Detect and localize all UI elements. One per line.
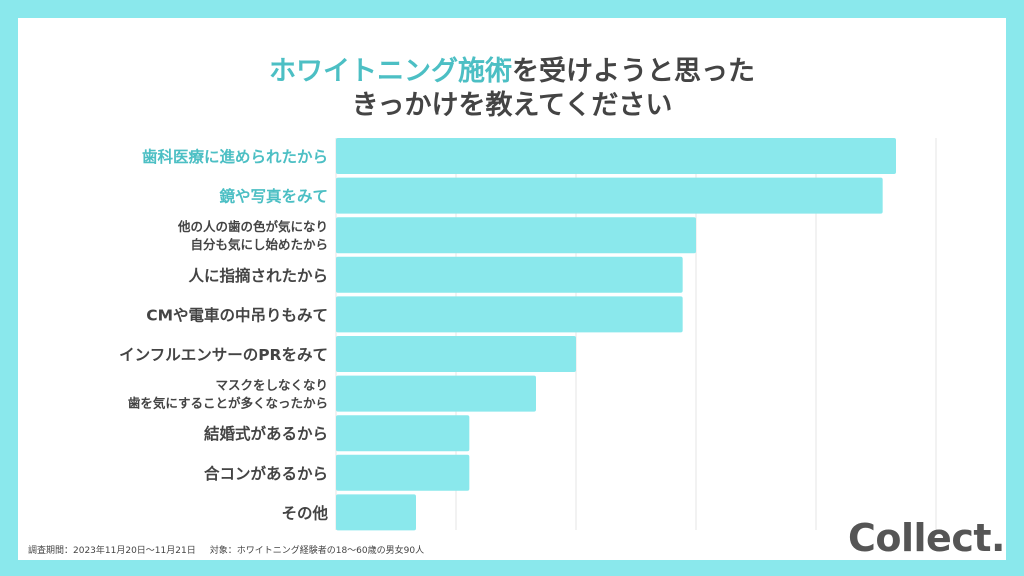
- bar: [336, 336, 576, 372]
- bar: [336, 256, 683, 293]
- title-rest: を受けようと思った: [512, 56, 755, 87]
- bar: [336, 217, 696, 254]
- survey-period: 調査期間：2023年11月20日〜11月21日: [28, 546, 196, 556]
- bar: [336, 494, 416, 531]
- category-label: インフルエンサーのPRをみて: [119, 346, 328, 364]
- footer-note: 調査期間：2023年11月20日〜11月21日 対象：ホワイトニング経験者の18〜…: [28, 543, 438, 556]
- bar: [336, 415, 470, 452]
- bar: [336, 177, 883, 214]
- chart-title-line1: ホワイトニング施術を受けようと思った: [0, 56, 1024, 88]
- category-label: その他: [281, 503, 328, 522]
- category-label: 歯科医療に進められたから: [142, 147, 328, 166]
- bar: [336, 138, 896, 174]
- category-label: 歯を気にすることが多くなったから: [128, 396, 328, 411]
- bar: [336, 296, 683, 333]
- category-label: 人に指摘されたから: [188, 266, 328, 285]
- bar: [336, 454, 470, 491]
- category-label: 他の人の歯の色が気になり: [177, 219, 328, 234]
- chart-title-line2: きっかけを教えてください: [351, 90, 673, 121]
- category-label: 合コンがあるから: [204, 464, 328, 483]
- category-label: マスクをしなくなり: [215, 378, 328, 393]
- category-label: 結婚式があるから: [204, 424, 328, 443]
- collect-logo: Collect.: [848, 516, 1005, 560]
- bar: [336, 375, 536, 412]
- category-label: CMや電車の中吊りもみて: [146, 305, 328, 324]
- survey-target: 対象：ホワイトニング経験者の18〜60歳の男女90人: [209, 546, 425, 556]
- title-accent: ホワイトニング施術: [269, 56, 512, 87]
- category-label: 鏡や写真をみて: [219, 187, 328, 206]
- category-label: 自分も気にし始めたから: [190, 237, 328, 252]
